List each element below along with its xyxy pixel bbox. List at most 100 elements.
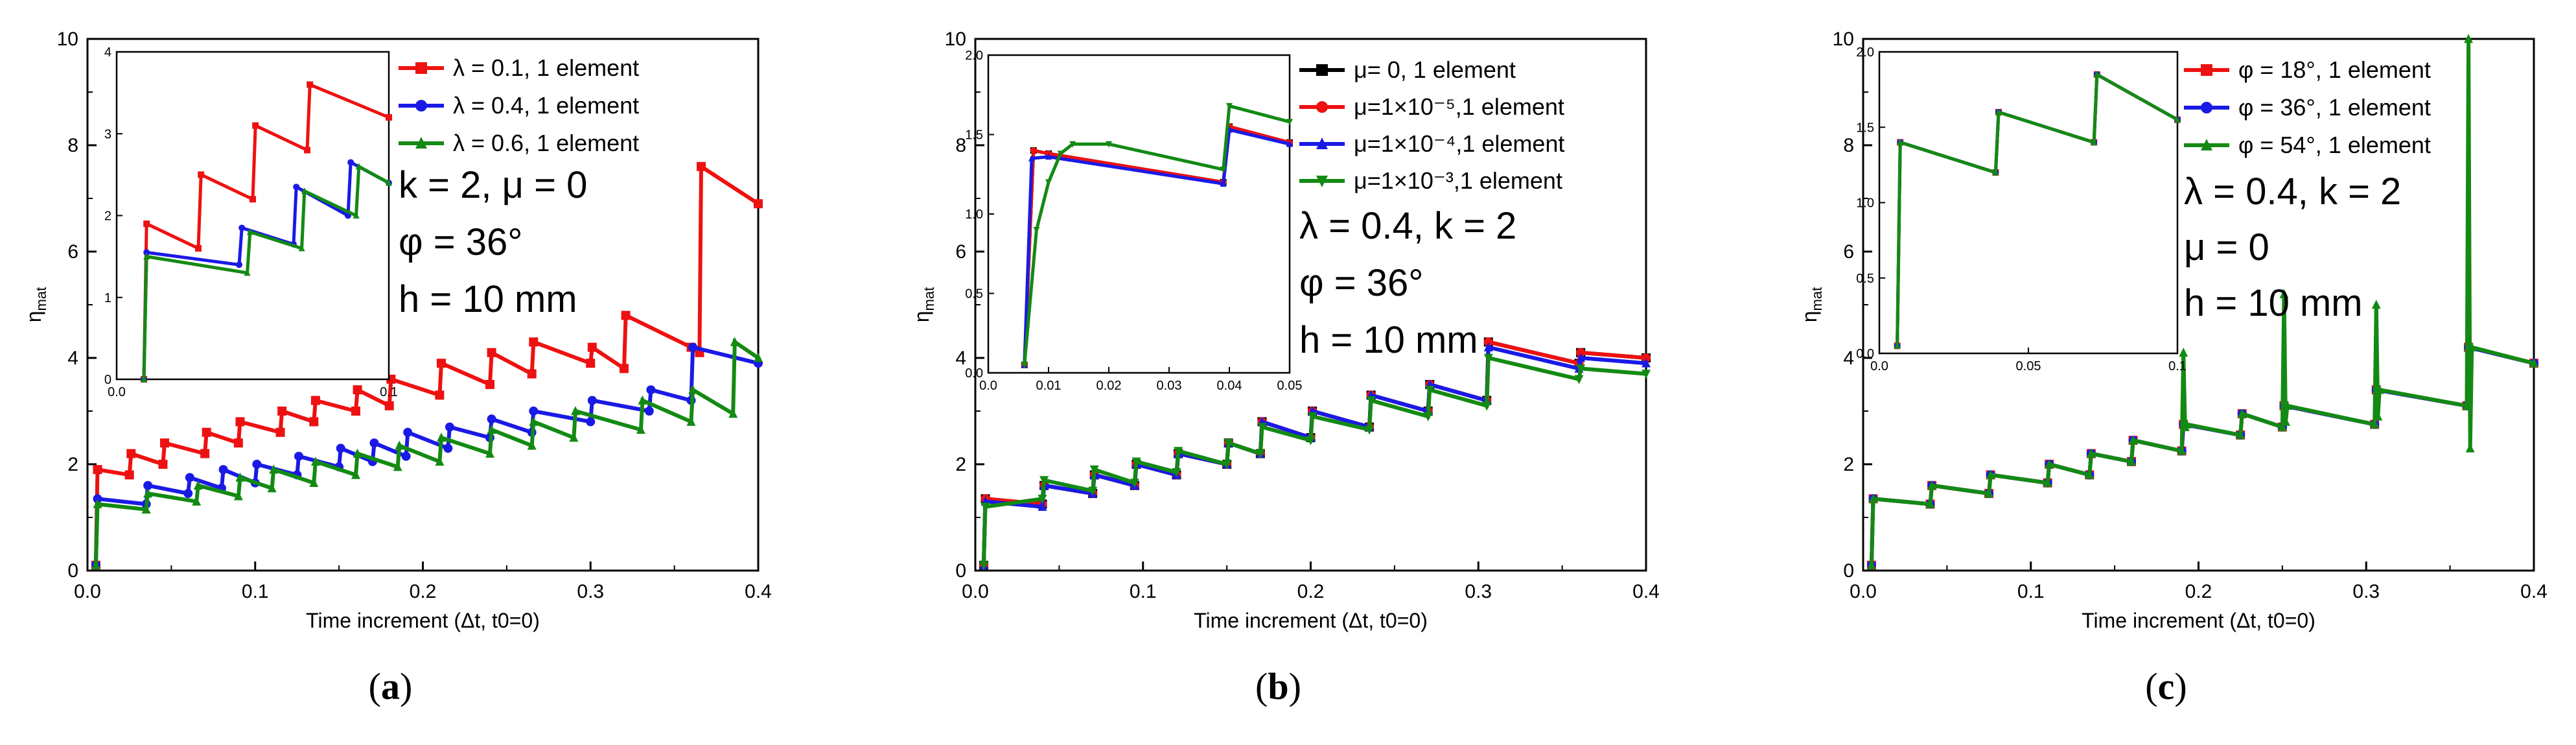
inset-series-4 [1021, 102, 1293, 369]
inset-data-point [1045, 153, 1052, 160]
legend-marker [415, 137, 427, 149]
y-axis-label: ηmat [1798, 287, 1825, 322]
data-point [310, 396, 320, 405]
data-point [143, 480, 153, 490]
data-point [1038, 501, 1047, 511]
x-tick-label: 0.2 [1297, 581, 1325, 602]
data-point [2182, 419, 2192, 429]
annotation-text: h = 10 mm [1299, 319, 1478, 361]
data-point [981, 503, 990, 512]
data-point [233, 491, 243, 501]
data-point [754, 199, 763, 209]
data-point [1306, 436, 1316, 445]
y-tick-label: 2 [955, 454, 966, 475]
y-tick-label: 4 [1843, 348, 1854, 369]
data-point [235, 472, 245, 482]
series-line [981, 339, 1647, 565]
annotation-text: φ = 36° [399, 221, 522, 263]
y-tick-label: 6 [67, 241, 78, 263]
inset-data-point [386, 114, 392, 121]
data-point [160, 438, 170, 448]
data-point [1222, 460, 1232, 469]
data-point [309, 478, 319, 487]
data-point [2277, 421, 2287, 431]
inset-x-tick-label: 0.0 [979, 379, 997, 393]
data-point [2374, 384, 2384, 394]
data-point [527, 440, 537, 450]
legend: φ = 18°, 1 element φ = 36°, 1 element φ = … [2184, 56, 2431, 158]
data-point [728, 408, 738, 418]
data-point [2128, 435, 2138, 445]
y-tick-label: 0 [67, 560, 78, 582]
data-point [1257, 423, 1267, 432]
inset-x-tick-label: 0.1 [380, 385, 398, 399]
annotation-text: λ = 0.4, k = 2 [2184, 171, 2401, 213]
panel-c: 0.0 0.1 0.2 0.3 0.4 0 2 4 6 8 10 Time increment (Δt… [1798, 29, 2547, 707]
x-tick-label: 0.2 [410, 581, 437, 602]
legend-marker [1316, 175, 1328, 187]
series-1 [1866, 342, 2538, 570]
data-point [401, 451, 411, 461]
x-tick-label: 0.1 [242, 581, 269, 602]
x-tick-label: 0.2 [2185, 581, 2212, 602]
data-point [309, 417, 319, 427]
inset-data-point [1286, 140, 1293, 147]
data-point [754, 353, 763, 362]
y-tick-label: 10 [1833, 29, 1854, 50]
x-tick-label: 0.0 [1850, 581, 1877, 602]
series-line [981, 339, 1647, 565]
inset-x-tick-label: 0.05 [2016, 359, 2041, 373]
x-tick-label: 0.4 [745, 581, 772, 602]
series-3 [979, 342, 1651, 570]
inset-x-tick-label: 0.0 [1870, 359, 1888, 373]
data-point [1483, 342, 1493, 351]
data-point [1642, 358, 1651, 368]
inset-y-tick-label: 1 [104, 291, 111, 305]
inset-plot: 0.0 0.01 0.02 0.03 0.04 0.05 0.0 0.5 1.0 1.5 2.0 [965, 49, 1302, 393]
inset-x-tick-label: 0.01 [1036, 379, 1062, 393]
inset-data-point [2091, 139, 2098, 145]
data-point [587, 396, 597, 405]
data-point [2045, 459, 2054, 469]
inset-y-tick-label: 3 [104, 127, 111, 141]
data-point [529, 337, 539, 347]
data-point [436, 359, 446, 368]
data-point [200, 449, 210, 458]
data-point [2179, 348, 2188, 357]
inset-x-tick-label: 0.04 [1217, 379, 1242, 393]
y-tick-label: 8 [1843, 135, 1854, 156]
data-point [485, 448, 494, 458]
data-point [586, 359, 596, 368]
legend-label: μ=1×10⁻³,1 element [1354, 167, 1562, 194]
data-point [1574, 375, 1584, 384]
legend-label: μ= 0, 1 element [1354, 56, 1516, 83]
data-point [2237, 408, 2247, 418]
data-point [310, 456, 320, 466]
inset-data-point [141, 375, 147, 383]
inset-data-point [1030, 147, 1037, 154]
data-point [336, 443, 345, 453]
inset-data-point [1069, 141, 1076, 148]
legend-label: λ = 0.4, 1 element [453, 92, 639, 119]
inset-y-tick-label: 4 [104, 45, 111, 60]
inset-data-point [252, 122, 259, 129]
x-axis-label: Time increment (Δt, t0=0) [2082, 609, 2315, 632]
inset-data-point [238, 224, 246, 231]
data-point [1174, 447, 1183, 456]
data-point [2373, 411, 2383, 421]
panel-b: 0.0 0.1 0.2 0.3 0.4 0 2 4 6 8 10 Time increment (Δt… [910, 29, 1660, 707]
data-point [2370, 419, 2380, 429]
inset-x-tick-label: 0.03 [1157, 379, 1182, 393]
data-point [443, 443, 453, 453]
x-tick-label: 0.3 [577, 581, 604, 602]
data-point [485, 380, 494, 389]
series-line [981, 344, 1647, 565]
data-point [2177, 445, 2187, 455]
data-point [267, 483, 277, 493]
inset-data-point [1995, 108, 2002, 115]
data-point [2127, 456, 2136, 466]
data-point [91, 560, 100, 570]
inset-data-point [246, 228, 253, 235]
inset-data-point [1220, 180, 1227, 187]
